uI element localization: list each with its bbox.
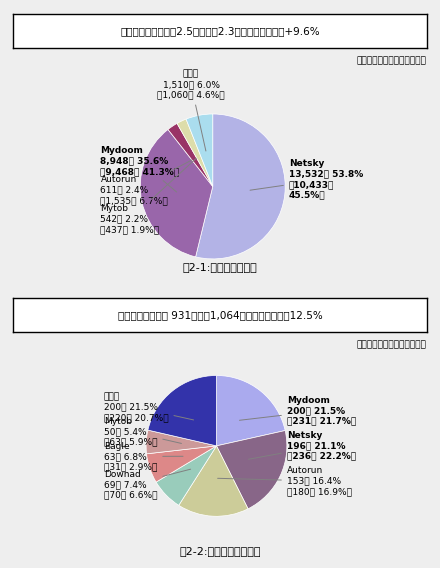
Wedge shape [196, 114, 285, 259]
Wedge shape [168, 123, 213, 186]
Text: Autorun
611個 2.4%
（1,535個 6.7%）: Autorun 611個 2.4% （1,535個 6.7%） [100, 160, 192, 205]
Text: Mydoom
200件 21.5%
（231件 21.7%）: Mydoom 200件 21.5% （231件 21.7%） [239, 396, 356, 425]
Wedge shape [216, 375, 285, 446]
Text: ウイルス検出数　約2.5万個（約2.3万個）　前月比　+9.6%: ウイルス検出数 約2.5万個（約2.3万個） 前月比 +9.6% [120, 26, 320, 36]
Wedge shape [147, 446, 216, 482]
Text: その他
1,510個 6.0%
（1,060個 4.6%）: その他 1,510個 6.0% （1,060個 4.6%） [157, 70, 225, 151]
Text: （注：括弧内は前月の数値）: （注：括弧内は前月の数値） [357, 57, 427, 65]
Text: 図2-1:ウイルス検出数: 図2-1:ウイルス検出数 [183, 262, 257, 272]
Text: 図2-2:ウイルス届出件数: 図2-2:ウイルス届出件数 [179, 546, 261, 556]
Text: Mytob
542個 2.2%
（437個 1.9%）: Mytob 542個 2.2% （437個 1.9%） [100, 158, 196, 234]
Wedge shape [156, 446, 216, 506]
Wedge shape [216, 431, 287, 509]
Text: その他
200件 21.5%
（220件 20.7%）: その他 200件 21.5% （220件 20.7%） [104, 392, 194, 422]
Text: Netsky
196件 21.1%
（236件 22.2%）: Netsky 196件 21.1% （236件 22.2%） [249, 431, 356, 461]
Wedge shape [177, 119, 213, 186]
Text: Netsky
13,532個 53.8%
（10,433個
45.5%）: Netsky 13,532個 53.8% （10,433個 45.5%） [250, 159, 363, 199]
Text: ウイルス届出件数 931件　（1,064件）　前月比　－12.5%: ウイルス届出件数 931件 （1,064件） 前月比 －12.5% [117, 310, 323, 320]
Text: Downad
69件 7.4%
（70件 6.6%）: Downad 69件 7.4% （70件 6.6%） [104, 469, 191, 499]
Text: （注：括弧内は前月の数値）: （注：括弧内は前月の数値） [357, 341, 427, 349]
Text: Bagle
63件 6.8%
（31件 2.9%）: Bagle 63件 6.8% （31件 2.9%） [104, 441, 183, 471]
Text: Autorun
153件 16.4%
（180件 16.9%）: Autorun 153件 16.4% （180件 16.9%） [218, 466, 352, 496]
Wedge shape [140, 130, 213, 257]
Wedge shape [186, 114, 213, 186]
Wedge shape [148, 375, 216, 446]
Wedge shape [179, 446, 248, 516]
Text: Mydoom
8,948個 35.6%
（9,468個 41.3%）: Mydoom 8,948個 35.6% （9,468個 41.3%） [100, 146, 180, 192]
Text: Mytob
50件 5.4%
（63件 5.9%）: Mytob 50件 5.4% （63件 5.9%） [104, 417, 181, 446]
Wedge shape [146, 430, 216, 454]
